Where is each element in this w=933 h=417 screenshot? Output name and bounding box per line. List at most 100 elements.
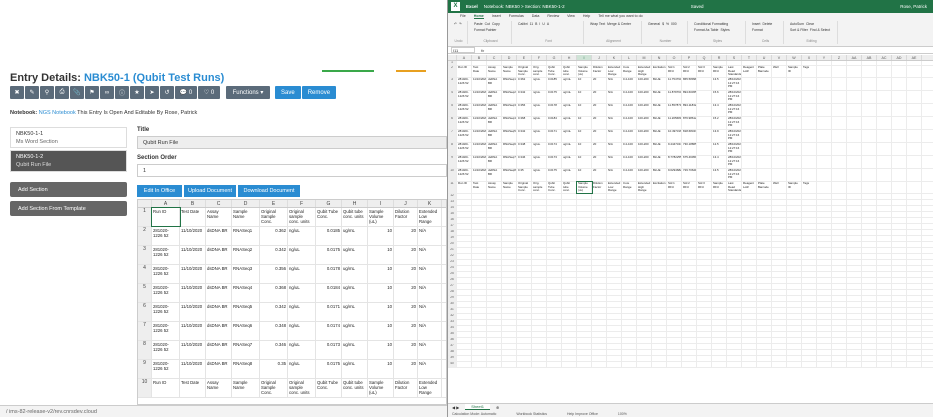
- sheet-cell[interactable]: Original sample conc. units: [288, 208, 316, 226]
- sheet-cell[interactable]: [487, 362, 502, 367]
- sheet-cell[interactable]: [592, 332, 607, 337]
- row-number[interactable]: 36: [448, 338, 457, 343]
- sheet-cell[interactable]: [862, 254, 877, 259]
- sheet-cell[interactable]: [577, 242, 592, 247]
- sheet-cell[interactable]: 0.346: [260, 341, 288, 359]
- sheet-cell[interactable]: [757, 117, 772, 129]
- corner-cell[interactable]: [448, 55, 457, 60]
- sheet-cell[interactable]: 11.879764: [667, 91, 682, 103]
- sheet-cell[interactable]: [577, 248, 592, 253]
- column-letter[interactable]: F: [288, 200, 316, 207]
- sheet-cell[interactable]: [517, 194, 532, 199]
- column-letter[interactable]: D: [232, 200, 260, 207]
- sheet-cell[interactable]: [697, 284, 712, 289]
- table-row[interactable]: 10 281020-1226 52 11/10/2020 dsDNA BR RNASeq…: [448, 169, 933, 182]
- sheet-cell[interactable]: [832, 320, 847, 325]
- sheet-cell[interactable]: [712, 194, 727, 199]
- sheet-cell[interactable]: Excitation: [652, 66, 667, 77]
- sheet-cell[interactable]: [487, 290, 502, 295]
- sheet-cell[interactable]: RNASeq4: [502, 117, 517, 129]
- sheet-cell[interactable]: [697, 61, 712, 65]
- sheet-cell[interactable]: [622, 284, 637, 289]
- sheet-cell[interactable]: BLUE: [652, 117, 667, 129]
- sheet-cell[interactable]: [472, 314, 487, 319]
- sheet-cell[interactable]: Sample Volume (uL): [368, 379, 394, 397]
- sheet-cell[interactable]: 100-200: [637, 169, 652, 181]
- sheet-cell[interactable]: [817, 61, 832, 65]
- sheet-cell[interactable]: [652, 290, 667, 295]
- sheet-cell[interactable]: 11/10/2020: [472, 104, 487, 116]
- sheet-cell[interactable]: [547, 362, 562, 367]
- sheet-cell[interactable]: [472, 200, 487, 205]
- sheet-cell[interactable]: [787, 350, 802, 355]
- sheet-cell[interactable]: [862, 302, 877, 307]
- add-sheet-icon[interactable]: ⊕: [495, 404, 500, 410]
- sheet-cell[interactable]: [892, 230, 907, 235]
- sheet-cell[interactable]: [742, 332, 757, 337]
- sheet-cell[interactable]: [787, 156, 802, 168]
- sheet-cell[interactable]: 20: [592, 169, 607, 181]
- sheet-cell[interactable]: [727, 272, 742, 277]
- sheet-cell[interactable]: [577, 266, 592, 271]
- sheet-cell[interactable]: 10: [368, 360, 394, 378]
- sheet-cell[interactable]: [697, 260, 712, 265]
- sheet-cell[interactable]: [862, 130, 877, 142]
- sheet-cell[interactable]: [832, 194, 847, 199]
- column-letter[interactable]: AD: [892, 55, 907, 60]
- sheet-cell[interactable]: [862, 284, 877, 289]
- sheet-cell[interactable]: 0.35: [517, 169, 532, 181]
- sheet-cell[interactable]: [832, 362, 847, 367]
- sheet-cell[interactable]: 281020-1226 52: [152, 322, 180, 340]
- sheet-cell[interactable]: [862, 356, 877, 361]
- sheet-cell[interactable]: [472, 290, 487, 295]
- sheet-cell[interactable]: [832, 143, 847, 155]
- sheet-cell[interactable]: [562, 218, 577, 223]
- table-row[interactable]: 37: [448, 344, 933, 350]
- sheet-cell[interactable]: [712, 224, 727, 229]
- sheet-cell[interactable]: [892, 338, 907, 343]
- sheet-cell[interactable]: [682, 362, 697, 367]
- sheet-cell[interactable]: [577, 302, 592, 307]
- ribbon-tab[interactable]: Data: [531, 14, 540, 18]
- sheet-cell[interactable]: Extended Low Range: [418, 379, 442, 397]
- sheet-cell[interactable]: [772, 212, 787, 217]
- sheet-cell[interactable]: [712, 200, 727, 205]
- sheet-cell[interactable]: 0.4-100: [622, 104, 637, 116]
- sheet-cell[interactable]: [847, 78, 862, 90]
- sheet-cell[interactable]: Well: [772, 182, 787, 193]
- sheet-cell[interactable]: 675.46059: [682, 156, 697, 168]
- sheet-cell[interactable]: [847, 350, 862, 355]
- sheet-cell[interactable]: [847, 117, 862, 129]
- sheet-cell[interactable]: [547, 356, 562, 361]
- sheet-cell[interactable]: [787, 194, 802, 199]
- sheet-cell[interactable]: [532, 260, 547, 265]
- sheet-cell[interactable]: [667, 248, 682, 253]
- sheet-cell[interactable]: N/A: [418, 303, 442, 321]
- sheet-cell[interactable]: [832, 308, 847, 313]
- column-letter[interactable]: AC: [877, 55, 892, 60]
- sheet-cell[interactable]: [592, 308, 607, 313]
- sheet-cell[interactable]: [682, 320, 697, 325]
- sheet-cell[interactable]: [712, 338, 727, 343]
- sheet-cell[interactable]: Sample Name: [232, 379, 260, 397]
- sheet-cell[interactable]: [742, 308, 757, 313]
- sheet-cell[interactable]: [742, 212, 757, 217]
- sheet-cell[interactable]: 0.0175: [316, 360, 342, 378]
- table-row[interactable]: 25: [448, 272, 933, 278]
- sheet-cell[interactable]: [577, 290, 592, 295]
- sheet-cell[interactable]: [847, 308, 862, 313]
- sheet-cell[interactable]: RNASeq3: [232, 265, 260, 283]
- sheet-cell[interactable]: [742, 104, 757, 116]
- sheet-cell[interactable]: 11/10/2020: [180, 322, 206, 340]
- sheet-cell[interactable]: [817, 302, 832, 307]
- sheet-cell[interactable]: [802, 143, 817, 155]
- sheet-cell[interactable]: [532, 206, 547, 211]
- row-number[interactable]: 21: [448, 248, 457, 253]
- sheet-cell[interactable]: [907, 194, 922, 199]
- sheet-cell[interactable]: [502, 224, 517, 229]
- table-row[interactable]: 4 281020-1226 52 11/10/2020 dsDNA BR RNASeq2…: [448, 91, 933, 104]
- sheet-cell[interactable]: [877, 338, 892, 343]
- sheet-cell[interactable]: [892, 212, 907, 217]
- sheet-cell[interactable]: [817, 344, 832, 349]
- sheet-cell[interactable]: [622, 194, 637, 199]
